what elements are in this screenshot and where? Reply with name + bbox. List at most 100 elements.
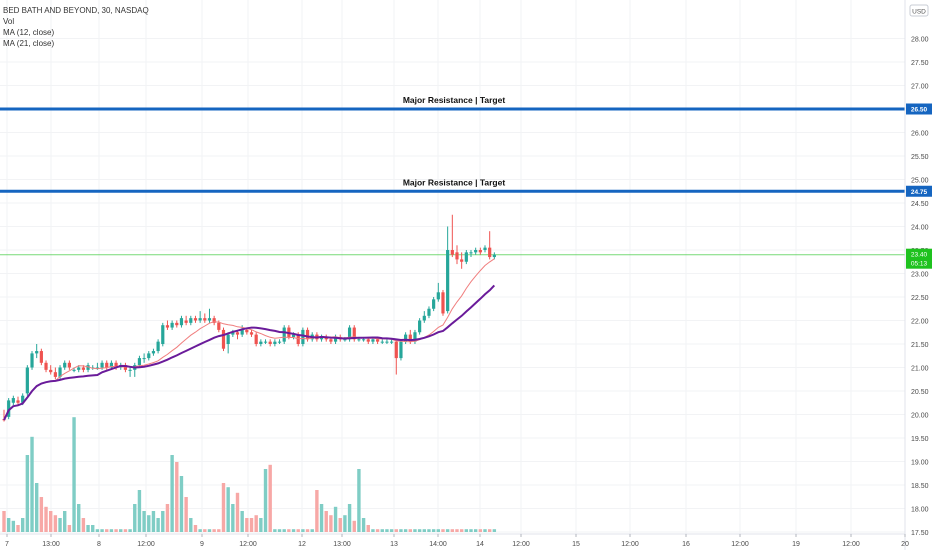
- volume-bar: [436, 529, 441, 532]
- price-tick-label: 18.50: [911, 483, 929, 490]
- candle-body: [151, 351, 156, 354]
- volume-bar: [184, 497, 188, 532]
- time-tick-label: 12:00: [621, 541, 639, 548]
- ma21-line: [3, 284, 496, 421]
- price-tick-label: 24.00: [911, 225, 929, 232]
- price-tick-label: 21.50: [911, 342, 929, 349]
- volume-bar: [263, 469, 268, 532]
- volume-bar: [170, 455, 174, 532]
- volume-bar: [67, 525, 72, 532]
- volume-bar: [403, 529, 408, 532]
- volume-bar: [6, 518, 11, 532]
- candle-body: [49, 369, 53, 373]
- volume-bar: [487, 529, 492, 532]
- volume-bar: [427, 529, 431, 532]
- candle-body: [432, 299, 436, 309]
- volume-bar: [44, 506, 48, 532]
- price-tick-label: 25.00: [911, 178, 929, 185]
- candle-body: [142, 358, 146, 360]
- volume-bar: [63, 511, 67, 532]
- volume-bar: [123, 529, 128, 532]
- volume-bar: [417, 529, 422, 532]
- price-tick-label: 22.00: [911, 319, 929, 326]
- symbol-title[interactable]: BED BATH AND BEYOND, 30, NASDAQ: [3, 6, 149, 15]
- volume-bar: [11, 520, 16, 532]
- volume-bar: [151, 511, 156, 532]
- volume-bar: [394, 529, 398, 532]
- candle-body: [483, 247, 487, 250]
- price-tick-label: 27.00: [911, 84, 929, 91]
- price-axis-bg[interactable]: [905, 0, 932, 550]
- candle-body: [376, 339, 380, 342]
- candle-body: [301, 329, 305, 344]
- time-tick-label: 12:00: [731, 541, 749, 548]
- candle-body: [366, 339, 370, 342]
- volume-bar: [296, 529, 300, 532]
- volume-bar: [338, 518, 342, 532]
- volume-bar: [254, 515, 258, 532]
- candle-body: [100, 362, 104, 368]
- candle-body: [277, 341, 282, 343]
- volume-bar: [114, 529, 118, 532]
- legend-ma21[interactable]: MA (21, close): [3, 39, 54, 48]
- candle-body: [179, 318, 184, 326]
- candle-body: [385, 341, 389, 343]
- candle-body: [175, 322, 179, 326]
- price-tick-label: 27.50: [911, 60, 929, 67]
- resistance-lines[interactable]: Major Resistance | Target Major Resistanc…: [0, 95, 905, 193]
- volume-bar: [399, 529, 403, 532]
- candle-body: [455, 252, 459, 260]
- candle-body: [81, 367, 85, 370]
- candle-body: [95, 367, 99, 369]
- ma12-line: [3, 258, 495, 421]
- volume-bar: [193, 525, 198, 532]
- volume-bar: [380, 529, 384, 532]
- candle-body: [450, 250, 454, 255]
- time-tick-label: 20: [901, 541, 909, 548]
- candle-body: [371, 339, 375, 342]
- candle-body: [63, 362, 67, 368]
- volume-bar: [315, 490, 319, 532]
- currency-button[interactable]: USD: [909, 4, 929, 17]
- candle-body: [226, 334, 230, 344]
- volume-bar: [119, 529, 123, 532]
- volume-bar: [137, 490, 142, 532]
- legend-ma12[interactable]: MA (12, close): [3, 28, 54, 37]
- time-tick-label: 8: [97, 541, 101, 548]
- volume-bar: [343, 515, 347, 532]
- candle-body: [217, 322, 221, 330]
- candle-body: [291, 334, 296, 337]
- legend-vol[interactable]: Vol: [3, 17, 14, 26]
- candle-body: [399, 341, 403, 359]
- time-tick-label: 7: [5, 541, 9, 548]
- last-price-badge: [906, 248, 932, 269]
- candle-body: [114, 362, 118, 368]
- candle-body: [86, 365, 90, 370]
- candle-body: [231, 332, 235, 335]
- price-badges: 26.50 24.75 23.40 05:13: [906, 103, 932, 269]
- candle-body: [464, 252, 468, 262]
- volume-bar: [175, 462, 179, 532]
- candle-body: [72, 369, 76, 371]
- volume-bar: [20, 518, 25, 532]
- candle-body: [249, 332, 254, 335]
- volume-bar: [203, 529, 207, 532]
- price-tick-label: 19.50: [911, 436, 929, 443]
- volume-bar: [268, 464, 272, 532]
- candle-body: [343, 339, 347, 341]
- volume-bar: [413, 529, 417, 532]
- time-tick-label: 16: [682, 541, 690, 548]
- volume-bar: [165, 504, 170, 532]
- candle-body: [235, 332, 240, 335]
- candle-body: [30, 353, 34, 368]
- volume-bar: [235, 492, 240, 532]
- price-tick-label: 28.00: [911, 37, 929, 44]
- candle-body: [77, 367, 81, 370]
- volume-bar: [329, 515, 333, 532]
- candle-body: [161, 325, 165, 344]
- volume-bar: [450, 529, 455, 532]
- price-tick-label: 22.50: [911, 295, 929, 302]
- price-tick-label: 19.00: [911, 460, 929, 467]
- candlesticks[interactable]: [2, 214, 496, 422]
